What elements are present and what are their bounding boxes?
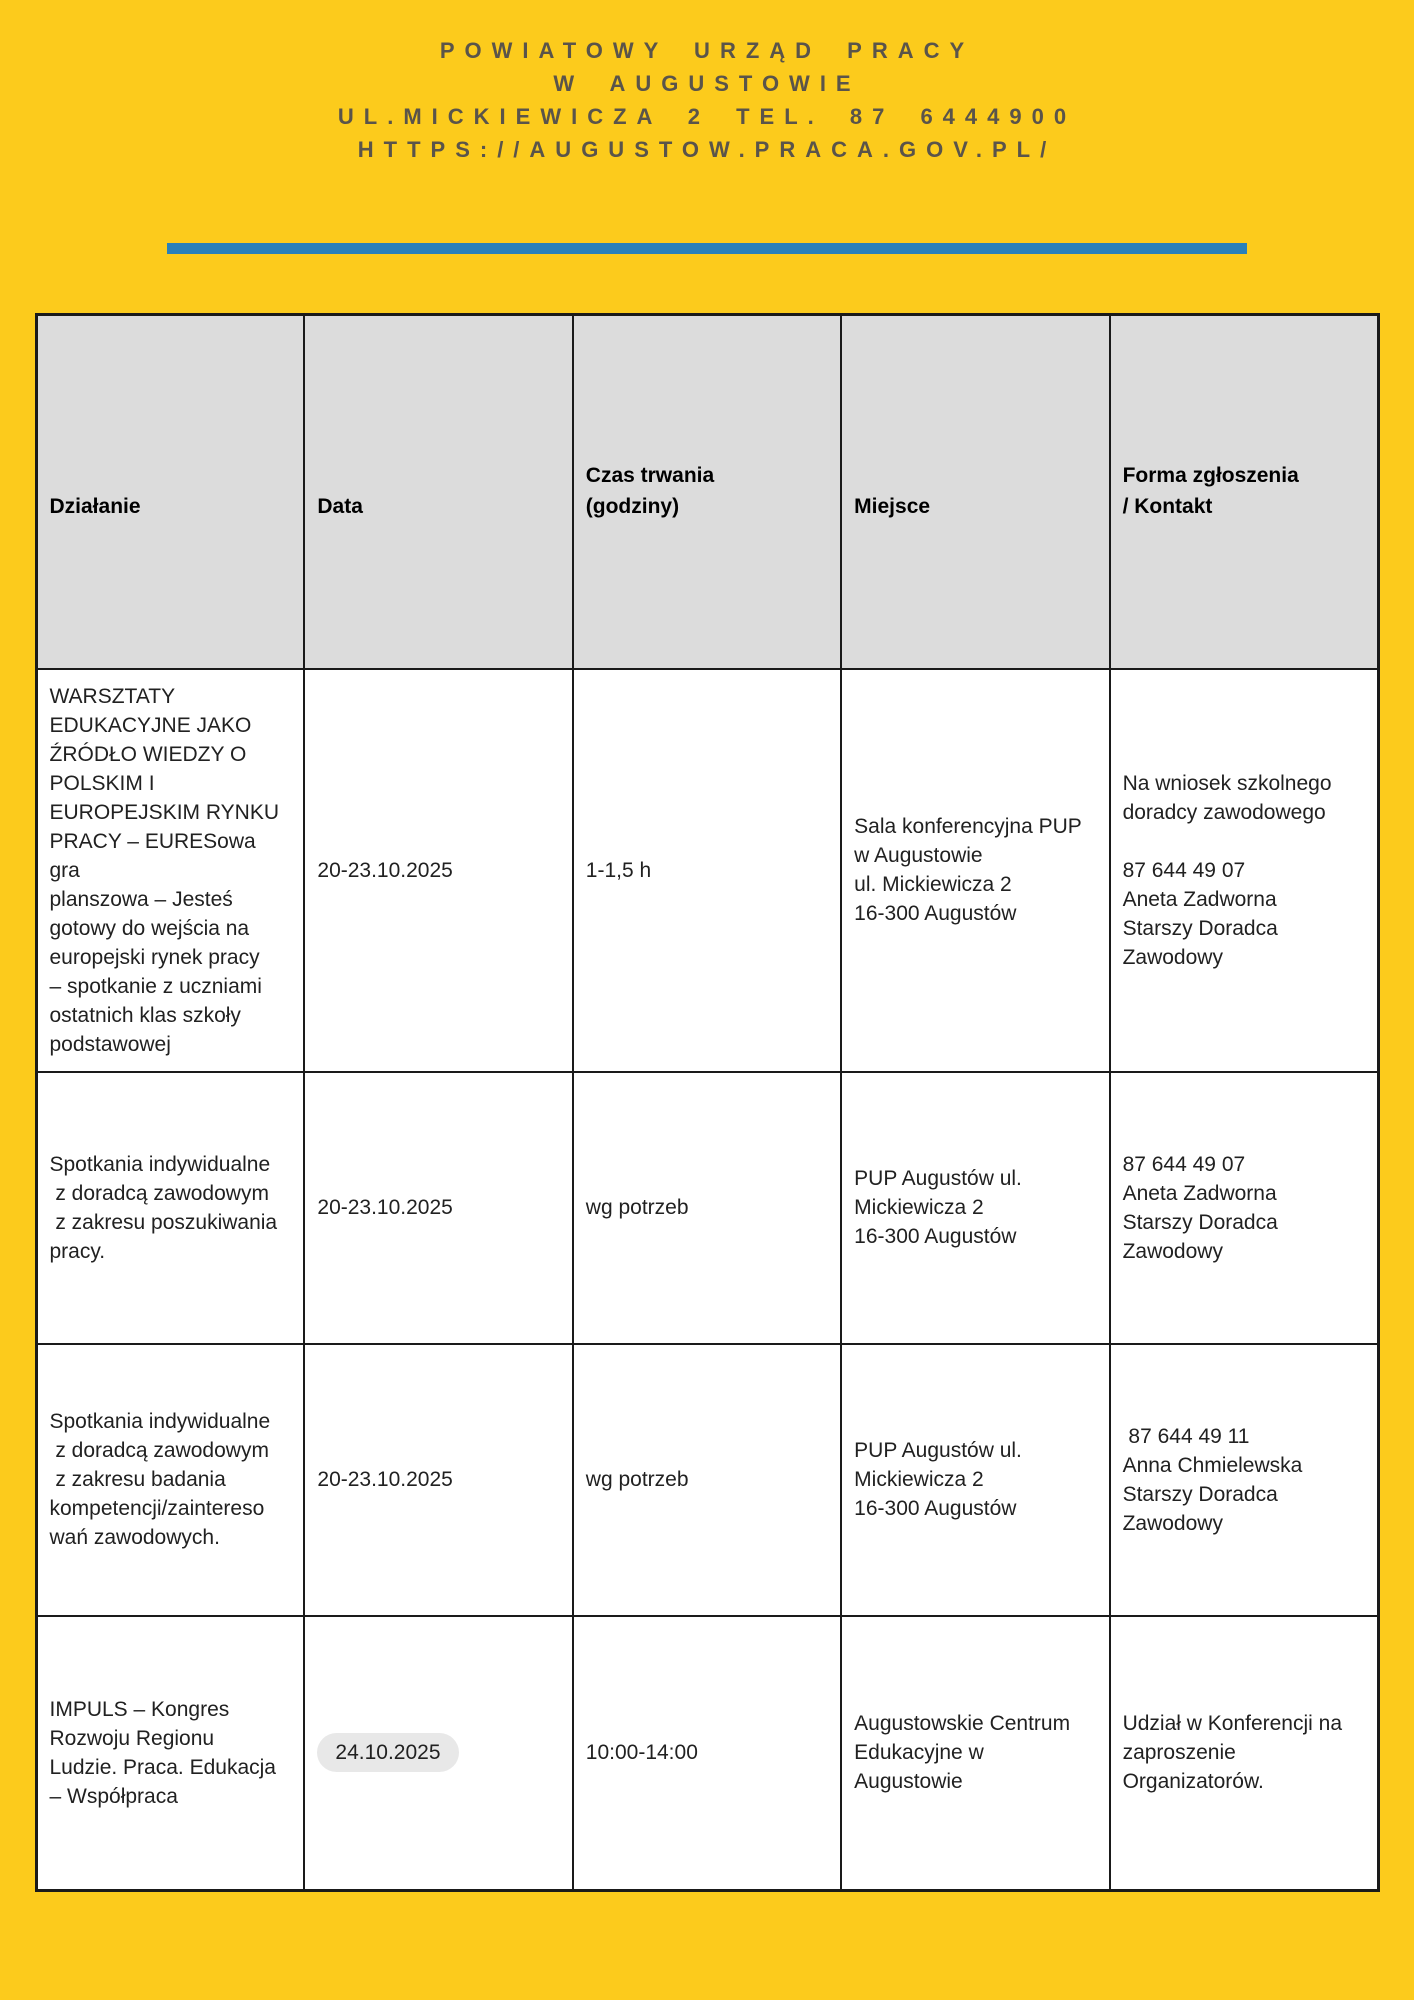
cell-czas: 10:00-14:00: [571, 1614, 843, 1892]
cell-miejsce: PUP Augustów ul. Mickiewicza 2 16-300 Au…: [840, 1342, 1111, 1617]
cell-kontakt: Na wniosek szkolnego doradcy zawodowego …: [1108, 667, 1380, 1073]
blue-divider: [167, 243, 1247, 254]
cell-data: 20-23.10.2025: [303, 1070, 574, 1345]
table-row: Spotkania indywidualne z doradcą zawodow…: [34, 1070, 1380, 1345]
cell-czas: 1-1,5 h: [571, 667, 843, 1073]
cell-dzialanie: Spotkania indywidualne z doradcą zawodow…: [34, 1342, 306, 1617]
cell-miejsce: Augustowskie Centrum Edukacyjne w August…: [840, 1614, 1111, 1892]
cell-dzialanie: WARSZTATY EDUKACYJNE JAKO ŹRÓDŁO WIEDZY …: [34, 667, 306, 1073]
table-header-row: Działanie Data Czas trwania (godziny) Mi…: [34, 313, 1380, 670]
cell-kontakt: Udział w Konferencji na zaproszenie Orga…: [1108, 1614, 1380, 1892]
cell-data: 24.10.2025: [303, 1614, 574, 1892]
col-header-czas-trwania: Czas trwania (godziny): [571, 313, 843, 670]
cell-data: 20-23.10.2025: [303, 667, 574, 1073]
col-header-data: Data: [303, 313, 574, 670]
date-highlight-pill: 24.10.2025: [317, 1733, 459, 1773]
cell-kontakt: 87 644 49 07 Aneta Zadworna Starszy Dora…: [1108, 1070, 1380, 1345]
letterhead: POWIATOWY URZĄD PRACY W AUGUSTOWIE UL.MI…: [0, 0, 1414, 166]
table-row: IMPULS – Kongres Rozwoju Regionu Ludzie.…: [34, 1614, 1380, 1892]
col-header-miejsce: Miejsce: [840, 313, 1111, 670]
schedule-table: Działanie Data Czas trwania (godziny) Mi…: [34, 313, 1380, 1892]
letterhead-line-4: HTTPS://AUGUSTOW.PRACA.GOV.PL/: [357, 137, 1057, 162]
table-row: WARSZTATY EDUKACYJNE JAKO ŹRÓDŁO WIEDZY …: [34, 667, 1380, 1073]
col-header-forma-zgloszenia: Forma zgłoszenia / Kontakt: [1108, 313, 1380, 670]
letterhead-line-3: UL.MICKIEWICZA 2 TEL. 87 6444900: [337, 104, 1077, 129]
cell-kontakt: 87 644 49 11 Anna Chmielewska Starszy Do…: [1108, 1342, 1380, 1617]
cell-miejsce: PUP Augustów ul. Mickiewicza 2 16-300 Au…: [840, 1070, 1111, 1345]
cell-miejsce: Sala konferencyjna PUP w Augustowie ul. …: [840, 667, 1111, 1073]
cell-data: 20-23.10.2025: [303, 1342, 574, 1617]
cell-dzialanie: Spotkania indywidualne z doradcą zawodow…: [34, 1070, 306, 1345]
table-row: Spotkania indywidualne z doradcą zawodow…: [34, 1342, 1380, 1617]
col-header-dzialanie: Działanie: [34, 313, 306, 670]
cell-czas: wg potrzeb: [571, 1070, 843, 1345]
letterhead-line-1: POWIATOWY URZĄD PRACY: [439, 38, 975, 63]
cell-dzialanie: IMPULS – Kongres Rozwoju Regionu Ludzie.…: [34, 1614, 306, 1892]
cell-czas: wg potrzeb: [571, 1342, 843, 1617]
letterhead-line-2: W AUGUSTOWIE: [553, 71, 861, 96]
